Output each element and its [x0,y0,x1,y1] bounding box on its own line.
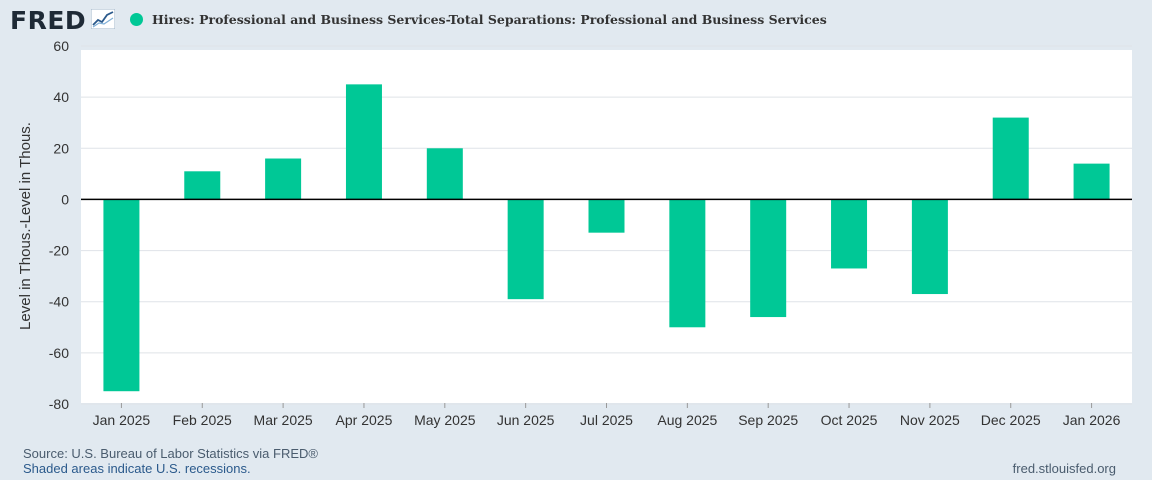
fred-logo-graph-icon [91,9,115,29]
legend-series-label[interactable]: Hires: Professional and Business Service… [152,12,827,27]
legend-series-marker [130,13,143,26]
bar-mar-2025[interactable] [265,158,302,200]
bar-oct-2025[interactable] [831,199,868,269]
x-tick-label: Mar 2025 [254,412,313,428]
x-tick-label: Feb 2025 [173,412,232,428]
chart-header: FRED Hires: Professional and Business Se… [0,0,1152,40]
y-tick-label: 20 [53,140,69,156]
y-tick-label: -60 [49,345,69,361]
x-tick-label: Sep 2025 [738,412,798,428]
y-tick-label: -40 [49,294,69,310]
y-axis-ticks: 60 40 20 0 -20 -40 -60 -80 [49,38,69,412]
bar-apr-2025[interactable] [345,84,382,200]
bar-may-2025[interactable] [426,148,463,200]
recession-note[interactable]: Shaded areas indicate U.S. recessions. [23,461,251,476]
bar-nov-2025[interactable] [911,199,948,295]
bar-feb-2025[interactable] [184,171,221,200]
fred-url[interactable]: fred.stlouisfed.org [1012,461,1116,476]
x-tick-label: Jan 2025 [93,412,151,428]
fred-logo[interactable]: FRED [10,6,87,35]
y-tick-label: -20 [49,243,69,259]
x-tick-label: Aug 2025 [657,412,717,428]
x-tick-label: Jan 2026 [1063,412,1121,428]
bar-aug-2025[interactable] [669,199,706,328]
y-tick-label: 0 [61,191,69,207]
bar-jan-2026[interactable] [1073,163,1110,200]
y-tick-label: -80 [49,396,69,412]
x-tick-label: Jun 2025 [497,412,555,428]
source-note: Source: U.S. Bureau of Labor Statistics … [23,446,318,461]
bar-jun-2025[interactable] [507,199,544,300]
bar-jul-2025[interactable] [588,199,625,233]
y-tick-label: 60 [53,38,69,54]
y-tick-label: 40 [53,89,69,105]
x-tick-label: Jul 2025 [580,412,633,428]
x-tick-label: Nov 2025 [900,412,960,428]
x-tick-label: Apr 2025 [336,412,393,428]
x-tick-label: Oct 2025 [821,412,878,428]
x-tick-label: Dec 2025 [981,412,1041,428]
bars [103,84,1110,392]
bar-sep-2025[interactable] [750,199,787,318]
bar-chart: 60 40 20 0 -20 -40 -60 -80 Jan 2025 Feb 2025 Mar … [17,38,1132,428]
bar-dec-2025[interactable] [992,117,1029,200]
x-tick-label: May 2025 [414,412,476,428]
x-axis-ticks: Jan 2025 Feb 2025 Mar 2025 Apr 2025 May 2025… [93,403,1121,428]
gridlines [81,45,1132,405]
bar-jan-2025[interactable] [103,199,140,392]
y-axis-label: Level in Thous.-Level in Thous. [17,122,34,330]
